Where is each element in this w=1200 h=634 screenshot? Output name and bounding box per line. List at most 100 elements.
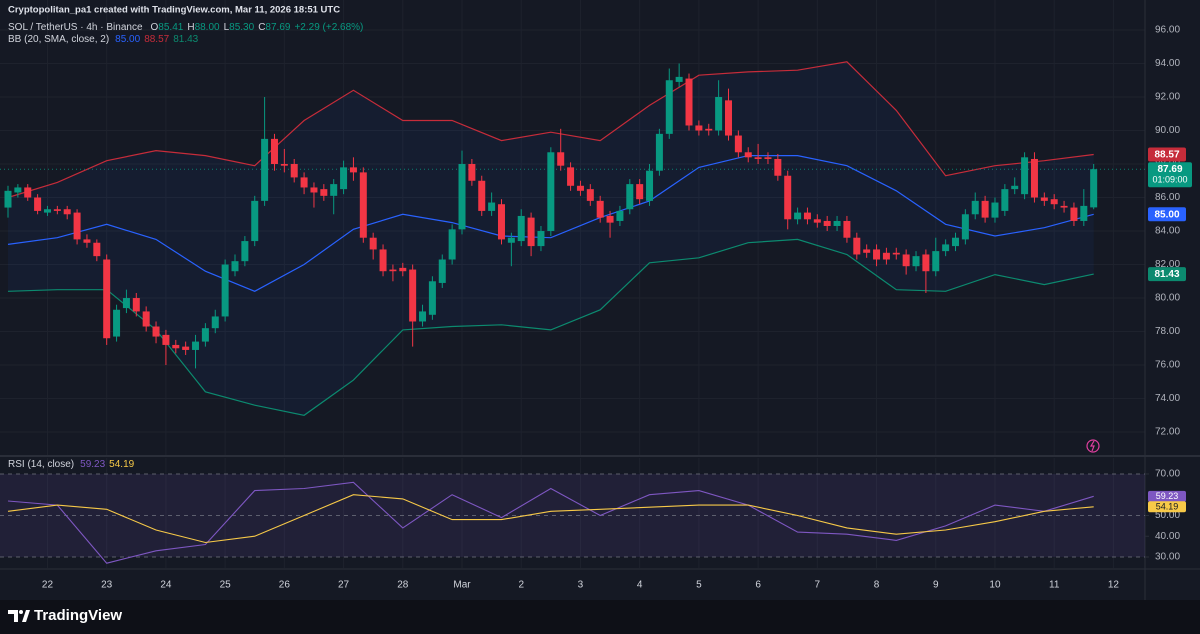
alert-circle[interactable]	[1086, 439, 1100, 453]
ohlc-key: C	[258, 22, 265, 33]
rsi-tick-label: 70.00	[1155, 469, 1180, 480]
candle-body	[231, 261, 239, 272]
bb-price-tag	[1148, 147, 1186, 162]
candle-body	[201, 328, 209, 342]
y-tick-label: 92.00	[1155, 92, 1180, 103]
bb-line	[7, 238, 1094, 416]
candle-body	[241, 241, 249, 262]
candle-body	[53, 209, 61, 211]
ohlc-value: 88.00	[195, 22, 220, 33]
candle-body	[942, 244, 950, 252]
candle-body	[379, 249, 387, 272]
candle-body	[882, 252, 890, 260]
candle-body	[83, 239, 91, 243]
candle-body	[616, 210, 624, 221]
rsi-name: RSI (14, close)	[8, 459, 74, 470]
x-tick-label: 23	[101, 580, 113, 591]
x-tick-label: 4	[637, 580, 643, 591]
candle-body	[843, 220, 851, 238]
candle-body	[1080, 205, 1088, 221]
candle-body	[172, 344, 180, 349]
alert-bolt[interactable]	[1089, 440, 1095, 452]
rsi-tick-label: 40.00	[1155, 531, 1180, 542]
x-tick-label: Mar	[453, 580, 471, 591]
candle-body	[438, 259, 446, 283]
candle-body	[586, 189, 594, 201]
candle-body	[873, 249, 881, 260]
alert-icon[interactable]	[1086, 439, 1100, 453]
y-tick-label: 82.00	[1155, 259, 1180, 270]
candle-body	[971, 200, 979, 215]
y-tick-label: 96.00	[1155, 25, 1180, 36]
y-tick-label: 86.00	[1155, 192, 1180, 203]
rsi-tag	[1148, 501, 1186, 513]
candle-body	[152, 326, 160, 337]
bb-price-tag-label: 88.57	[1154, 150, 1179, 161]
candle-body	[537, 231, 545, 247]
bb-value: 81.43	[173, 34, 198, 45]
x-tick-label: 9	[933, 580, 939, 591]
last-price-tag	[1148, 162, 1192, 188]
y-tick-label: 80.00	[1155, 293, 1180, 304]
candle-body	[359, 172, 367, 238]
y-tick-label: 94.00	[1155, 58, 1180, 69]
candle-body	[754, 157, 762, 159]
candle-body	[665, 80, 673, 134]
candle-body	[310, 187, 318, 193]
candle-body	[330, 184, 338, 196]
candle-body	[823, 220, 831, 226]
symbol: SOL / TetherUS · 4h · Binance	[8, 22, 143, 33]
ohlc-value: 85.41	[158, 22, 183, 33]
candle-body	[863, 249, 871, 253]
bb-value: 88.57	[144, 34, 169, 45]
symbol-legend: SOL / TetherUS · 4h · Binance O85.41 H88.0…	[8, 22, 363, 33]
bb-price-tag-label: 81.43	[1154, 269, 1179, 280]
ohlc-value: 87.69	[265, 22, 290, 33]
candle-body	[349, 167, 357, 173]
candle-body	[981, 200, 989, 218]
x-tick-label: 5	[696, 580, 702, 591]
y-tick-label: 78.00	[1155, 326, 1180, 337]
candle-body	[1050, 199, 1058, 205]
candle-body	[63, 209, 71, 215]
candle-body	[122, 298, 130, 309]
candle-body	[961, 214, 969, 240]
candle-body	[468, 164, 476, 181]
candle-body	[784, 175, 792, 220]
candle-body	[113, 309, 121, 337]
last-price-tag-label: 87.69	[1157, 164, 1182, 175]
bb-price-tag	[1148, 267, 1186, 282]
footer-bar	[0, 600, 1200, 634]
x-tick-label: 12	[1108, 580, 1120, 591]
candle-body	[991, 202, 999, 218]
candle-body	[1030, 158, 1038, 198]
rsi-line	[7, 481, 1094, 564]
candle-body	[1070, 207, 1078, 221]
candle-body	[369, 237, 377, 250]
candle-body	[892, 252, 900, 255]
candle-body	[43, 209, 51, 213]
bb-price-tag-label: 85.00	[1154, 209, 1179, 220]
attribution: Cryptopolitan_pa1 created with TradingVi…	[8, 5, 340, 16]
bb-band-fill	[8, 61, 1094, 416]
y-tick-label: 74.00	[1155, 393, 1180, 404]
candle-body	[24, 187, 32, 198]
candle-body	[744, 152, 752, 158]
candle-body	[488, 202, 496, 211]
candle-body	[626, 184, 634, 210]
candle-body	[507, 237, 515, 243]
candle-body	[705, 128, 713, 131]
candle-body	[320, 189, 328, 196]
candle-body	[73, 212, 81, 240]
countdown: 01:09:00	[1152, 175, 1187, 185]
candle-body	[853, 237, 861, 255]
candle-body	[103, 259, 111, 339]
candle-body	[734, 135, 742, 153]
candle-body	[922, 254, 930, 272]
candle-body	[399, 267, 407, 272]
candle-body	[695, 125, 703, 131]
candle-body	[764, 157, 772, 159]
candle-body	[34, 197, 42, 211]
logo-dot	[19, 610, 23, 614]
